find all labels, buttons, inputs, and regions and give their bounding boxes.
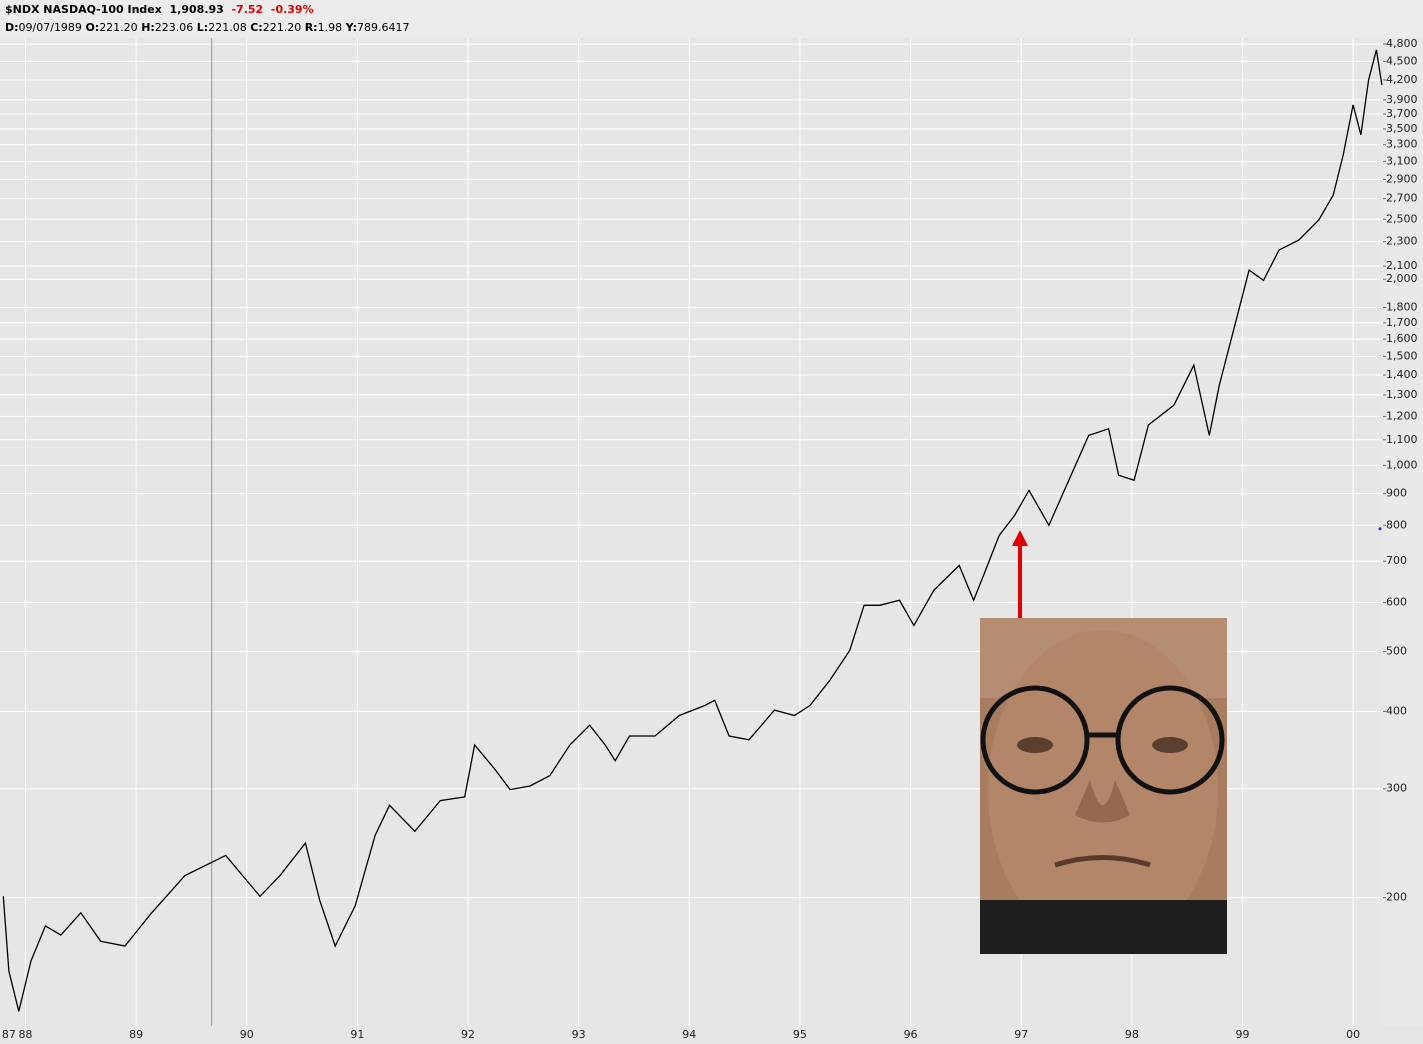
y-tick-label: 4,500 xyxy=(1386,54,1418,67)
info-value: 221.20 xyxy=(99,21,138,34)
info-value: 221.20 xyxy=(262,21,302,34)
header: $NDX NASDAQ-100 Index 1,908.93 -7.52 -0.… xyxy=(0,0,1423,38)
y-tick-label: 600 xyxy=(1386,596,1407,609)
arrow xyxy=(1012,530,1028,618)
info-label: C: xyxy=(250,21,263,34)
x-tick-label: 91 xyxy=(350,1028,364,1041)
y-tick-label: 2,300 xyxy=(1386,235,1418,248)
price-line xyxy=(2,49,1383,1012)
info-value: 223.06 xyxy=(154,21,194,34)
info-label: O: xyxy=(85,21,100,34)
info-label: R: xyxy=(304,21,318,34)
x-tick-label: 93 xyxy=(572,1028,586,1041)
y-tick-label: 500 xyxy=(1386,645,1407,658)
x-tick-label: 96 xyxy=(904,1028,918,1041)
y-tick-label: 2,000 xyxy=(1386,272,1418,285)
x-tick-label: 88 xyxy=(18,1028,32,1041)
x-tick-label: 98 xyxy=(1125,1028,1139,1041)
info-label: L: xyxy=(196,21,209,34)
y-tick-label: 300 xyxy=(1386,782,1407,795)
y-tick-label: 200 xyxy=(1386,891,1407,904)
y-tick-label: 800 xyxy=(1386,518,1407,531)
last-price: 1,908.93 xyxy=(169,3,224,16)
y-tick-label: 4,800 xyxy=(1386,37,1418,50)
x-tick-label: 90 xyxy=(240,1028,254,1041)
y-tick-label: 1,000 xyxy=(1386,458,1418,471)
y-tick-label: 3,100 xyxy=(1386,155,1418,168)
y-tick-label: 1,300 xyxy=(1386,388,1418,401)
change-pct: -0.39% xyxy=(270,3,314,16)
info-label: Y: xyxy=(345,21,357,34)
axis-bg xyxy=(1383,38,1423,1026)
info-value: 221.08 xyxy=(208,21,247,34)
y-tick-label: 2,900 xyxy=(1386,172,1418,185)
y-tick-label: 700 xyxy=(1386,554,1407,567)
y-tick-label: 1,200 xyxy=(1386,409,1418,422)
y-tick-label: 1,600 xyxy=(1386,332,1418,345)
y-tick-label: 400 xyxy=(1386,704,1407,717)
x-tick-label: 87 xyxy=(2,1028,16,1041)
photo xyxy=(980,618,1227,954)
y-tick-label: 3,700 xyxy=(1386,107,1418,120)
info-value: 789.6417 xyxy=(357,21,410,34)
y-tick-label: 2,100 xyxy=(1386,259,1418,272)
change: -7.52 xyxy=(231,3,264,16)
y-tick-label: 1,500 xyxy=(1386,349,1418,362)
y-tick-label: 900 xyxy=(1386,487,1407,500)
y-tick-label: 1,400 xyxy=(1386,368,1418,381)
y-tick-label: 2,700 xyxy=(1386,192,1418,205)
title: $NDX NASDAQ-100 Index xyxy=(5,3,162,16)
info-value: 1.98 xyxy=(317,21,343,34)
plot xyxy=(2,49,1383,1012)
y-tick-label: 3,500 xyxy=(1386,122,1418,135)
y-tick-label: 1,700 xyxy=(1386,316,1418,329)
y-tick-label: 1,800 xyxy=(1386,301,1418,314)
x-tick-label: 00 xyxy=(1346,1028,1360,1041)
y-tick-label: 3,900 xyxy=(1386,93,1418,106)
y-tick-label: 1,100 xyxy=(1386,433,1418,446)
x-tick-label: 97 xyxy=(1014,1028,1028,1041)
y-tick-label: 4,200 xyxy=(1386,73,1418,86)
info-line: D:09/07/1989 O:221.20 H:223.06 L:221.08 … xyxy=(5,21,410,34)
title-line: $NDX NASDAQ-100 Index 1,908.93 -7.52 -0.… xyxy=(5,3,314,16)
x-tick-label: 89 xyxy=(129,1028,143,1041)
info-label: H: xyxy=(141,21,155,34)
x-tick-label: 99 xyxy=(1235,1028,1249,1041)
y-tick-label: 2,500 xyxy=(1386,212,1418,225)
info-label: D: xyxy=(5,21,19,34)
x-tick-label: 92 xyxy=(461,1028,475,1041)
info-value: 09/07/1989 xyxy=(18,21,82,34)
x-tick-label: 94 xyxy=(682,1028,696,1041)
x-tick-label: 95 xyxy=(793,1028,807,1041)
cursor-value-dot xyxy=(1378,527,1382,531)
y-tick-label: 3,300 xyxy=(1386,138,1418,151)
